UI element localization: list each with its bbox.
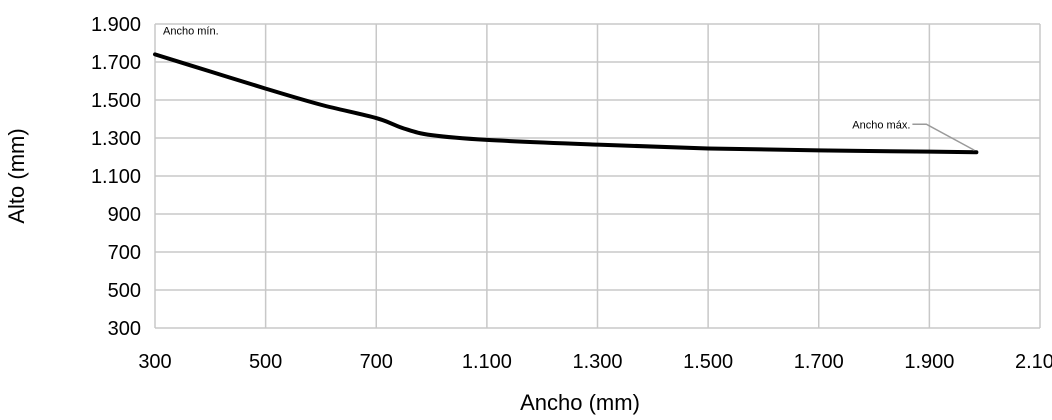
y-tick-label: 900 bbox=[108, 204, 141, 226]
x-axis-ticks: 300 500 700 1.100 1.300 1.500 1.700 1.900 2.100 bbox=[138, 351, 1052, 373]
x-tick-label: 1.700 bbox=[794, 351, 844, 373]
annotation-max-width: Ancho máx. bbox=[852, 119, 910, 131]
y-tick-label: 1.300 bbox=[91, 128, 141, 150]
y-tick-label: 700 bbox=[108, 242, 141, 264]
x-axis-title: Ancho (mm) bbox=[520, 390, 640, 415]
annotations: Ancho mín. Ancho máx. bbox=[163, 25, 975, 151]
x-tick-label: 300 bbox=[138, 351, 171, 373]
x-tick-label: 1.300 bbox=[572, 351, 622, 373]
y-axis-ticks: 300 500 700 900 1.100 1.300 1.500 1.700 1.900 bbox=[91, 14, 141, 340]
y-tick-label: 1.500 bbox=[91, 90, 141, 112]
y-tick-label: 1.100 bbox=[91, 166, 141, 188]
x-tick-label: 700 bbox=[360, 351, 393, 373]
y-tick-label: 300 bbox=[108, 318, 141, 340]
y-tick-label: 1.700 bbox=[91, 52, 141, 74]
x-tick-label: 2.100 bbox=[1015, 351, 1052, 373]
grid-lines bbox=[154, 23, 1041, 329]
annotation-leader-line bbox=[912, 123, 975, 151]
y-axis-title: Alto (mm) bbox=[4, 128, 29, 223]
x-tick-label: 1.500 bbox=[683, 351, 733, 373]
y-tick-label: 500 bbox=[108, 280, 141, 302]
x-tick-label: 1.100 bbox=[462, 351, 512, 373]
series-line bbox=[153, 52, 979, 155]
series-layer bbox=[153, 52, 979, 155]
x-tick-label: 1.900 bbox=[904, 351, 954, 373]
annotation-min-width: Ancho mín. bbox=[163, 25, 219, 37]
x-tick-label: 500 bbox=[249, 351, 282, 373]
y-tick-label: 1.900 bbox=[91, 14, 141, 36]
